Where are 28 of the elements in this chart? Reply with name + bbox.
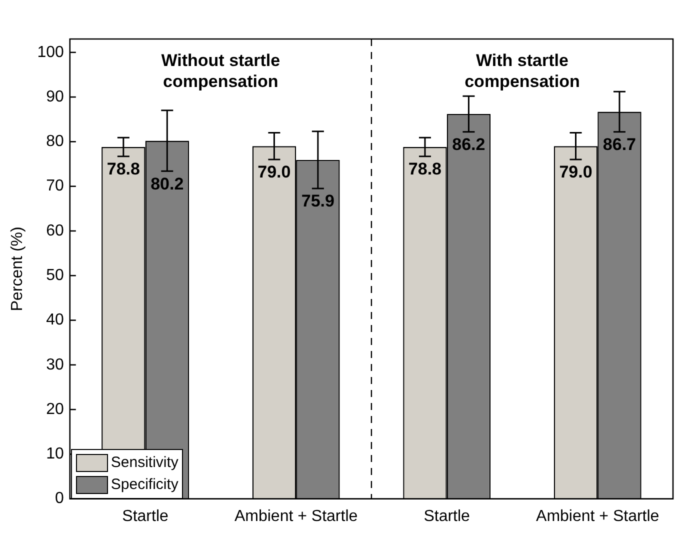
x-tick-label: Startle [122,508,168,525]
y-tick-label: 50 [46,267,64,284]
y-tick-label: 0 [54,490,64,508]
y-tick-label: 80 [46,133,64,150]
annotation: With startle compensation [464,51,580,92]
data-label: 78.8 [408,160,442,179]
x-tick-label: Startle [424,508,470,525]
legend-label: Specificity [110,476,178,494]
y-tick-label: 60 [46,222,64,240]
y-tick-label: 100 [37,44,64,61]
x-tick-label: Ambient + Startle [234,508,358,525]
y-tick-label: 30 [46,356,64,374]
y-tick-label: 70 [46,178,64,195]
data-label: 86.2 [452,135,486,154]
x-tick-label: Ambient + Startle [536,508,660,525]
data-label: 75.9 [301,192,334,211]
y-tick-label: 90 [46,88,64,106]
y-tick-label: 20 [46,400,64,418]
y-axis-title: Percent (%) [9,226,26,312]
y-tick-label: 10 [46,446,64,463]
data-label: 86.7 [602,135,636,154]
data-label: 78.8 [106,160,140,179]
annotation: Without startle compensation [161,51,280,92]
data-label: 79.0 [258,162,291,182]
y-tick-label: 40 [46,312,64,329]
data-label: 79.0 [559,162,592,182]
data-label: 80.2 [150,174,184,194]
legend-label: Sensitivity [110,454,178,472]
